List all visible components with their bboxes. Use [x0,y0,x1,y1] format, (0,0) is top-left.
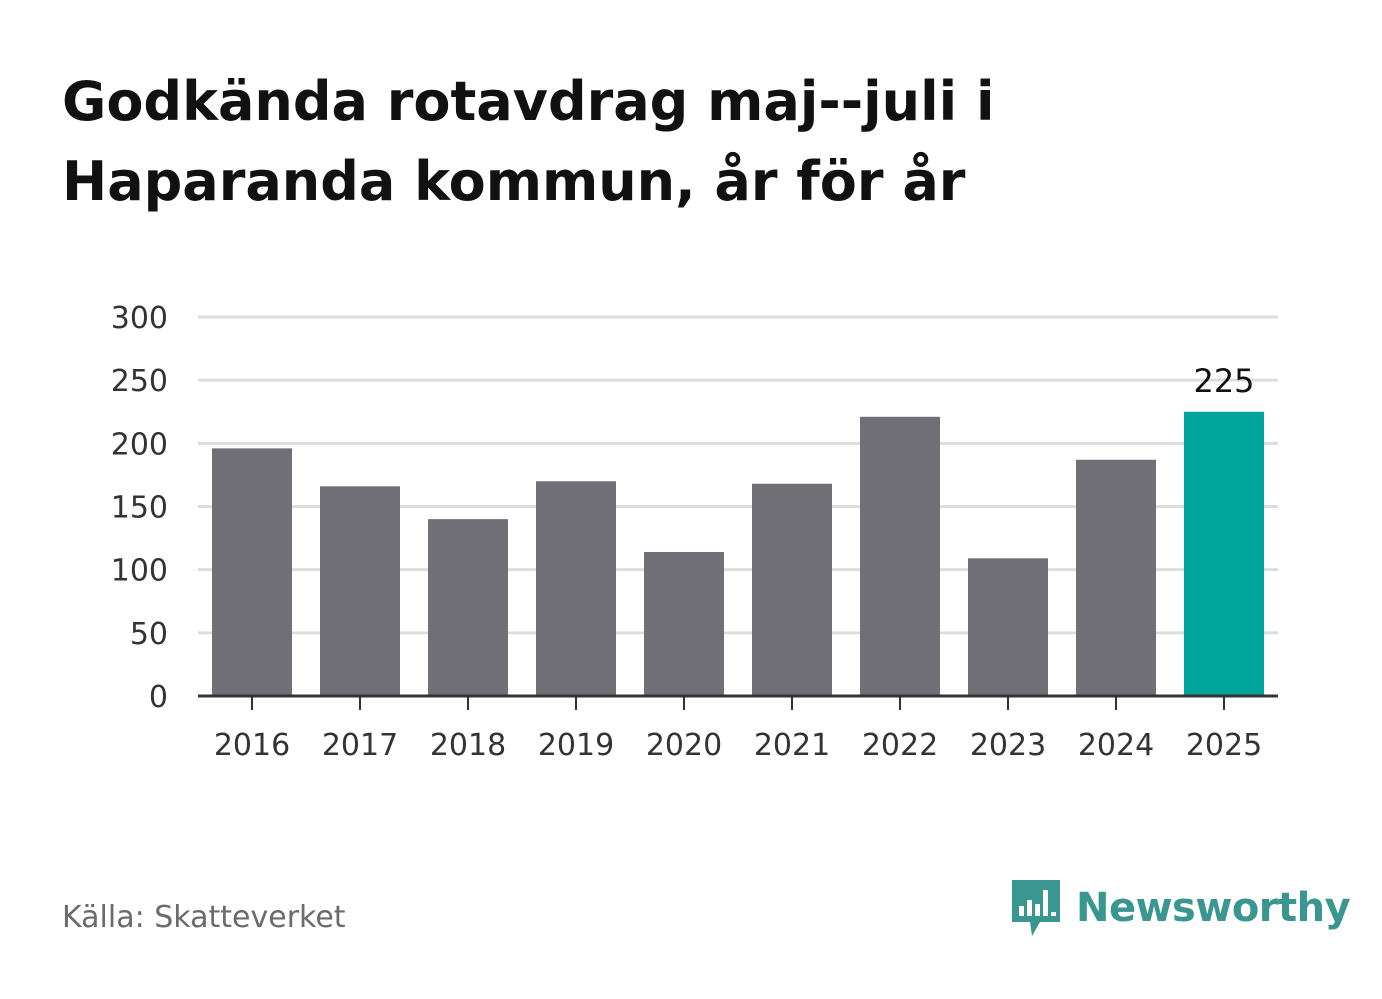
y-tick-label: 150 [111,491,168,526]
x-tick-label: 2018 [430,728,506,763]
x-tick-label: 2016 [214,728,290,763]
y-tick-label: 0 [149,680,168,715]
x-tick-label: 2024 [1078,728,1154,763]
bar-2018 [428,519,508,696]
x-tick-label: 2019 [538,728,614,763]
y-tick-label: 200 [111,427,168,462]
bar-2016 [212,448,292,696]
bar-2020 [644,551,724,696]
y-tick-label: 250 [111,364,168,399]
x-tick-label: 2022 [862,728,938,763]
x-tick-label: 2025 [1186,728,1262,763]
x-tick-label: 2021 [754,728,830,763]
y-axis-ticks: 0 50 100 150 200 250 300 [111,301,168,715]
y-tick-label: 50 [130,617,168,652]
data-labels: 225 [1193,362,1254,400]
source-note: Källa: Skatteverket [62,900,346,935]
x-axis-ticks: 2016 2017 2018 2019 2020 2021 2022 2023 2024 2025 [198,694,1278,763]
brand-name: Newsworthy [1076,885,1351,931]
bar-2022 [860,416,940,696]
x-tick-label: 2017 [322,728,398,763]
bar-2021 [752,483,832,696]
data-label: 225 [1193,362,1254,400]
y-tick-label: 300 [111,301,168,336]
bar-2017 [320,486,400,696]
x-tick-label: 2020 [646,728,722,763]
chart-title: Godkända rotavdrag maj--juli i Haparanda… [62,70,995,213]
bar-2023 [968,558,1048,696]
bar-2019 [536,481,616,696]
bar-2025 [1184,411,1264,696]
bar-2024 [1076,459,1156,696]
bars [212,411,1264,696]
y-tick-label: 100 [111,554,168,589]
bar-chart-bubble-icon [1012,880,1060,936]
x-tick-label: 2023 [970,728,1046,763]
brand-logo: Newsworthy [1010,878,1351,938]
